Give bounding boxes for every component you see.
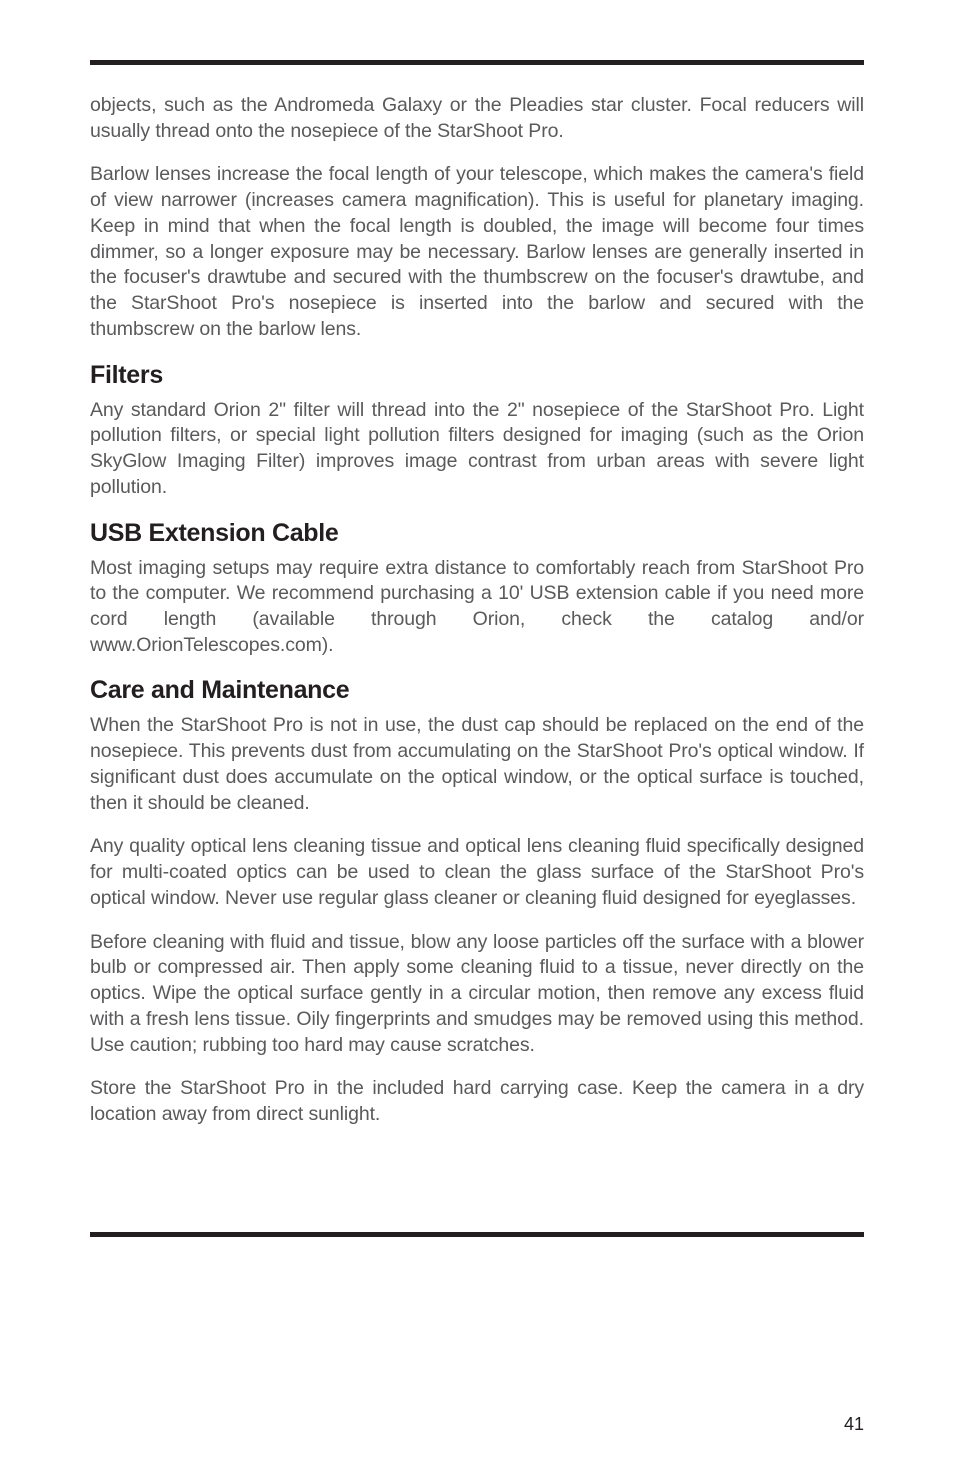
care-paragraph-3: Before cleaning with fluid and tissue, b… <box>90 930 864 1059</box>
care-maintenance-heading: Care and Maintenance <box>90 676 864 705</box>
usb-extension-heading: USB Extension Cable <box>90 519 864 548</box>
filters-paragraph-1: Any standard Orion 2" filter will thread… <box>90 398 864 501</box>
care-paragraph-1: When the StarShoot Pro is not in use, th… <box>90 713 864 816</box>
bottom-horizontal-rule <box>90 1232 864 1237</box>
care-paragraph-2: Any quality optical lens cleaning tissue… <box>90 834 864 911</box>
spacer <box>90 1146 864 1226</box>
usb-paragraph-1: Most imaging setups may require extra di… <box>90 556 864 659</box>
page-number: 41 <box>844 1414 864 1435</box>
intro-paragraph-1: objects, such as the Andromeda Galaxy or… <box>90 93 864 144</box>
document-page: objects, such as the Andromeda Galaxy or… <box>0 0 954 1307</box>
filters-heading: Filters <box>90 361 864 390</box>
intro-paragraph-2: Barlow lenses increase the focal length … <box>90 162 864 342</box>
care-paragraph-4: Store the StarShoot Pro in the included … <box>90 1076 864 1127</box>
top-horizontal-rule <box>90 60 864 65</box>
